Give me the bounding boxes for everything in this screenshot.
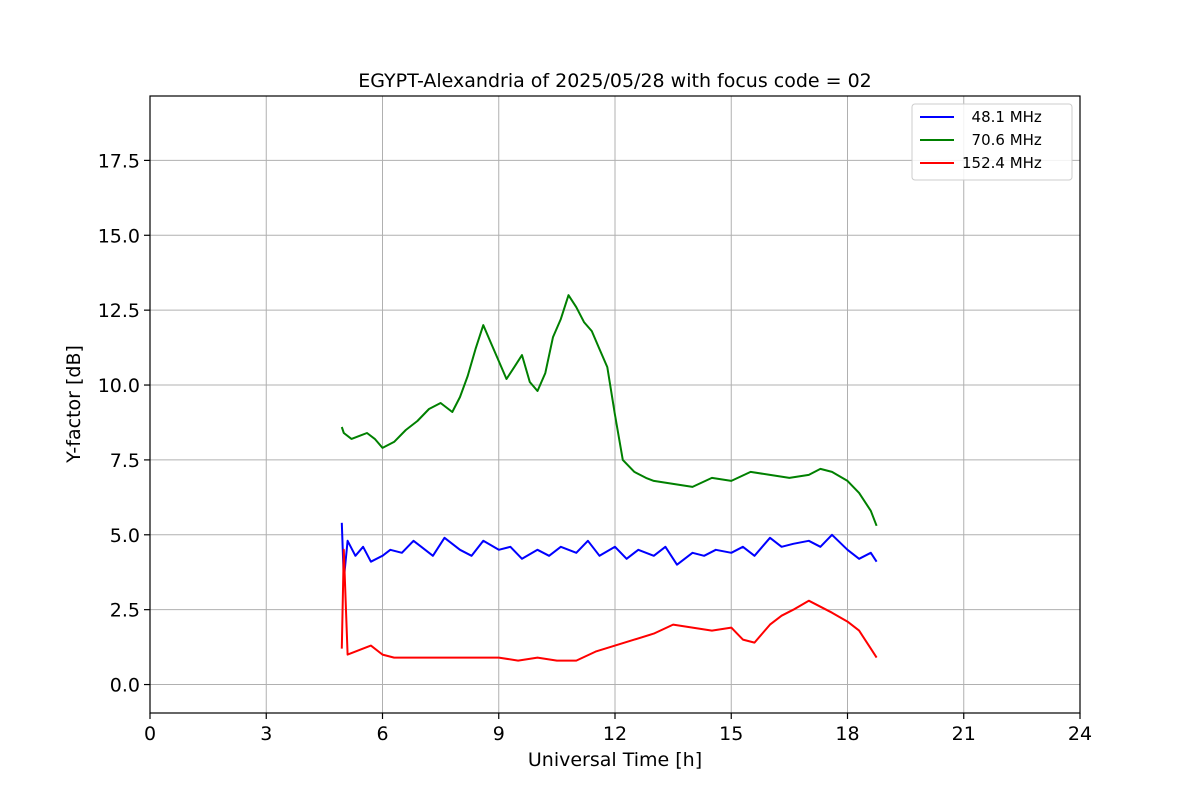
series-152-4-mhz bbox=[340, 548, 878, 662]
y-tick-label: 2.5 bbox=[110, 600, 140, 622]
x-tick-label: 12 bbox=[603, 723, 627, 745]
x-tick-label: 21 bbox=[952, 723, 976, 745]
series-group bbox=[340, 294, 878, 662]
y-axis-label: Y-factor [dB] bbox=[63, 345, 85, 464]
x-tick-label: 3 bbox=[260, 723, 272, 745]
x-tick-label: 24 bbox=[1068, 723, 1092, 745]
series-48-1-mhz bbox=[340, 522, 878, 581]
x-tick-label: 18 bbox=[835, 723, 859, 745]
legend-label-152-4: 152.4 MHz bbox=[962, 154, 1042, 172]
y-tick-label: 15.0 bbox=[98, 225, 140, 247]
y-axis: 0.0 2.5 5.0 7.5 10.0 12.5 15.0 17.5 bbox=[98, 150, 150, 697]
x-tick-label: 0 bbox=[144, 723, 156, 745]
y-tick-label: 12.5 bbox=[98, 300, 140, 322]
x-tick-label: 9 bbox=[493, 723, 505, 745]
legend-label-70-6: 70.6 MHz bbox=[962, 131, 1042, 149]
x-tick-label: 15 bbox=[719, 723, 743, 745]
y-tick-label: 10.0 bbox=[98, 375, 140, 397]
legend: 48.1 MHz 70.6 MHz 152.4 MHz bbox=[911, 103, 1073, 181]
x-tick-label: 6 bbox=[376, 723, 388, 745]
x-axis-label: Universal Time [h] bbox=[528, 749, 702, 771]
legend-label-48-1: 48.1 MHz bbox=[962, 108, 1042, 126]
y-tick-label: 17.5 bbox=[98, 150, 140, 172]
series-70-6-mhz bbox=[340, 294, 878, 527]
y-tick-label: 0.0 bbox=[110, 675, 140, 697]
y-tick-label: 5.0 bbox=[110, 525, 140, 547]
legend-box bbox=[911, 103, 1073, 181]
chart-title: EGYPT-Alexandria of 2025/05/28 with focu… bbox=[358, 70, 872, 92]
x-axis: 0 3 6 9 12 15 18 21 24 bbox=[144, 713, 1092, 745]
y-tick-label: 7.5 bbox=[110, 450, 140, 472]
